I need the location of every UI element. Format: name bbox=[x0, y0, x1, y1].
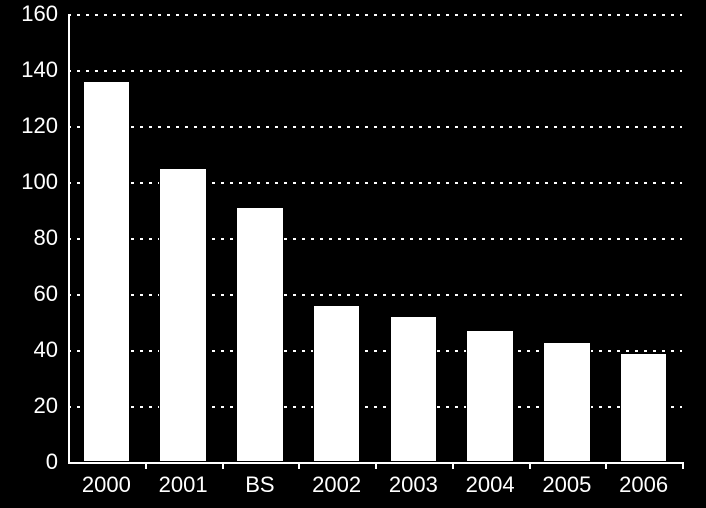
bar bbox=[159, 168, 207, 462]
x-tick-label: 2004 bbox=[466, 472, 515, 498]
x-tick-label: 2002 bbox=[312, 472, 361, 498]
x-tick-mark bbox=[682, 462, 684, 469]
bar bbox=[236, 207, 284, 462]
plot-area: 02040608010012014016020002001BS200220032… bbox=[68, 14, 682, 462]
y-tick-label: 160 bbox=[0, 1, 58, 27]
y-tick-label: 80 bbox=[0, 225, 58, 251]
y-tick-label: 100 bbox=[0, 169, 58, 195]
x-tick-label: 2001 bbox=[159, 472, 208, 498]
y-tick-label: 40 bbox=[0, 337, 58, 363]
y-tick-label: 60 bbox=[0, 281, 58, 307]
bar bbox=[620, 353, 668, 462]
bar bbox=[83, 81, 131, 462]
y-tick-label: 140 bbox=[0, 57, 58, 83]
x-tick-label: BS bbox=[245, 472, 274, 498]
x-tick-mark bbox=[145, 462, 147, 469]
bar-chart: 0 20 40 60 80 100 120 140 160 2000 2001 BS 2002 2003 2… bbox=[0, 0, 706, 508]
x-tick-mark bbox=[298, 462, 300, 469]
x-tick-label: 2000 bbox=[82, 472, 131, 498]
x-tick-mark bbox=[452, 462, 454, 469]
bar bbox=[313, 305, 361, 462]
bar bbox=[543, 342, 591, 462]
bar bbox=[466, 330, 514, 462]
x-tick-mark bbox=[605, 462, 607, 469]
x-tick-mark bbox=[222, 462, 224, 469]
x-tick-mark bbox=[529, 462, 531, 469]
x-tick-label: 2006 bbox=[619, 472, 668, 498]
gridline bbox=[68, 14, 682, 16]
gridline bbox=[68, 126, 682, 128]
bar bbox=[390, 316, 438, 462]
x-tick-label: 2005 bbox=[542, 472, 591, 498]
x-tick-mark bbox=[375, 462, 377, 469]
y-tick-label: 20 bbox=[0, 393, 58, 419]
y-tick-label: 0 bbox=[0, 449, 58, 475]
x-tick-label: 2003 bbox=[389, 472, 438, 498]
gridline bbox=[68, 70, 682, 72]
y-tick-label: 120 bbox=[0, 113, 58, 139]
